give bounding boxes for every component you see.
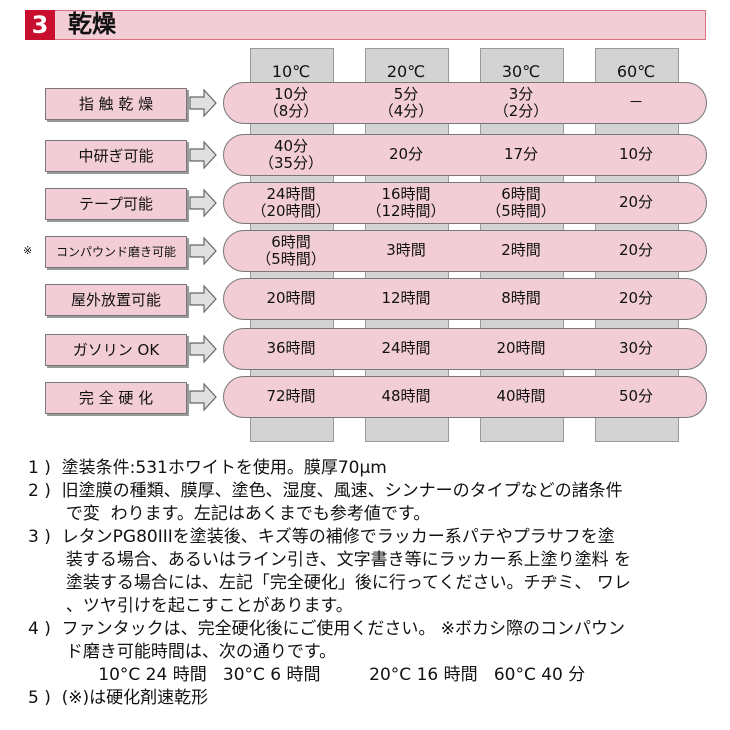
column-header: 10℃ (271, 62, 311, 81)
value-line: 20分 (618, 193, 654, 211)
value-cell: 20分 (581, 194, 691, 211)
row-label: 屋外放置可能 (45, 284, 187, 316)
arrow-right-icon (189, 284, 217, 314)
value-cell: 2時間 (466, 242, 576, 259)
value-line: 48時間 (381, 387, 431, 405)
value-line: 3分 (508, 85, 534, 103)
value-line: 20時間 (496, 339, 546, 357)
value-cell: 16時間 （12時間） (351, 186, 461, 220)
value-cell: 3分 （2分） (466, 86, 576, 120)
value-line: 3時間 (386, 241, 426, 259)
value-line: （4分） (378, 102, 434, 120)
arrow-right-icon (189, 334, 217, 364)
value-line: 40分 (273, 137, 309, 155)
value-line: 17分 (503, 145, 539, 163)
arrow-right-icon (189, 188, 217, 218)
value-cell: 10分 (581, 146, 691, 163)
value-line: （2分） (493, 102, 549, 120)
value-line: 36時間 (266, 339, 316, 357)
value-cell: 40分 （35分） (236, 138, 346, 172)
row-pill (223, 182, 707, 224)
section-header-bar (25, 10, 706, 40)
row-label: テープ可能 (45, 188, 187, 220)
value-cell: 50分 (581, 388, 691, 405)
value-line: 12時間 (381, 289, 431, 307)
value-line: 40時間 (496, 387, 546, 405)
column-header: 30℃ (501, 62, 541, 81)
value-cell: 3時間 (351, 242, 461, 259)
row-pill (223, 376, 707, 418)
value-line: 6時間 (271, 233, 311, 251)
value-cell: 20時間 (466, 340, 576, 357)
value-line: 20分 (388, 145, 424, 163)
value-line: 30分 (618, 339, 654, 357)
value-cell: 24時間 （20時間） (236, 186, 346, 220)
value-cell: 6時間 （5時間） (466, 186, 576, 220)
value-line: 6時間 (501, 185, 541, 203)
value-cell: 12時間 (351, 290, 461, 307)
value-line: 16時間 (381, 185, 431, 203)
column-header: 60℃ (616, 62, 656, 81)
value-cell: 30分 (581, 340, 691, 357)
value-cell: 40時間 (466, 388, 576, 405)
value-line: 2時間 (501, 241, 541, 259)
value-line: （5時間） (486, 202, 556, 220)
arrow-right-icon (189, 382, 217, 412)
row-label: 完 全 硬 化 (45, 382, 187, 414)
row-pill (223, 328, 707, 370)
note-item: 4 ) ファンタックは、完全硬化後にご使用ください。 ※ボカシ際のコンパウン ド… (28, 619, 625, 685)
row-label: ガソリン OK (45, 334, 187, 366)
row-pill (223, 82, 707, 124)
row-pill (223, 230, 707, 272)
value-line: 24時間 (381, 339, 431, 357)
arrow-right-icon (189, 140, 217, 170)
value-line: 20分 (618, 241, 654, 259)
value-line: 20分 (618, 289, 654, 307)
arrow-right-icon (189, 88, 217, 118)
value-line: （35分） (258, 154, 324, 172)
value-cell: 20分 (581, 290, 691, 307)
column-header: 20℃ (386, 62, 426, 81)
row-pill (223, 134, 707, 176)
value-line: 72時間 (266, 387, 316, 405)
note-item: 5 ) (※)は硬化剤速乾形 (28, 688, 209, 708)
value-cell: 20時間 (236, 290, 346, 307)
note-item: 3 ) レタンPG80IIIを塗装後、キズ等の補修でラッカー系パテやプラサフを塗… (28, 527, 632, 616)
value-line: 20時間 (266, 289, 316, 307)
arrow-right-icon (189, 236, 217, 266)
note-mark: ※ (23, 244, 33, 257)
value-cell: 24時間 (351, 340, 461, 357)
value-cell: 20分 (351, 146, 461, 163)
value-cell: 72時間 (236, 388, 346, 405)
value-cell: 17分 (466, 146, 576, 163)
value-line: 10分 (618, 145, 654, 163)
value-line: （8分） (263, 102, 319, 120)
value-cell: 48時間 (351, 388, 461, 405)
value-line: 24時間 (266, 185, 316, 203)
value-cell: 36時間 (236, 340, 346, 357)
value-line: （12時間） (366, 202, 446, 220)
note-item: 2 ) 旧塗膜の種類、膜厚、塗色、湿度、風速、シンナーのタイプなどの諸条件 で変… (28, 481, 623, 524)
value-cell: 10分 （8分） (236, 86, 346, 120)
value-line: 10分 (273, 85, 309, 103)
value-line: 5分 (393, 85, 419, 103)
row-label: 中研ぎ可能 (45, 140, 187, 172)
value-line: 50分 (618, 387, 654, 405)
section-number: 3 (25, 10, 55, 40)
value-line: （5時間） (256, 250, 326, 268)
value-cell: 5分 （4分） (351, 86, 461, 120)
value-cell: 8時間 (466, 290, 576, 307)
section-title: 乾燥 (68, 10, 116, 38)
row-pill (223, 278, 707, 320)
value-cell: 6時間 （5時間） (236, 234, 346, 268)
value-line: － (628, 93, 644, 111)
value-line: 8時間 (501, 289, 541, 307)
note-item: 1 ) 塗装条件:531ホワイトを使用。膜厚70μm (28, 458, 387, 478)
value-cell: － (581, 94, 691, 111)
row-label: コンパウンド磨き可能 (45, 236, 187, 268)
value-line: （20時間） (251, 202, 331, 220)
row-label: 指 触 乾 燥 (45, 88, 187, 120)
value-cell: 20分 (581, 242, 691, 259)
